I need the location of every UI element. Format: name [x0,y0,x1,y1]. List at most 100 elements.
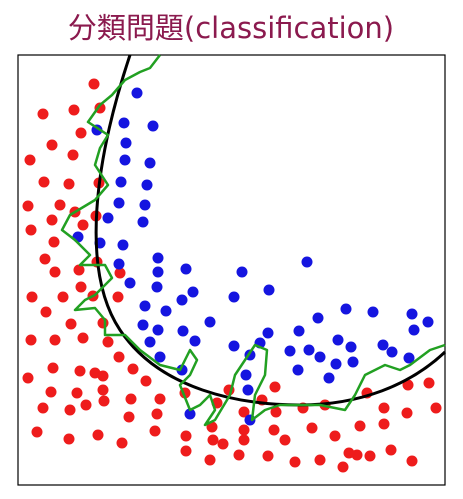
point [49,334,61,346]
point [65,318,77,330]
point [176,364,188,376]
point [386,346,398,358]
point [160,305,172,317]
point [49,266,61,278]
point [323,372,335,384]
point [141,179,153,191]
point [238,424,250,436]
point [180,430,192,442]
point [408,324,420,336]
point [330,358,342,370]
point [378,418,390,430]
point [68,104,80,116]
point [102,336,114,348]
point [378,402,390,414]
point [292,364,304,376]
point [228,340,240,352]
point [116,437,128,449]
point [113,197,125,209]
point [303,344,315,356]
point [233,449,245,461]
point [240,369,252,381]
point [64,404,76,416]
point [151,281,163,293]
point [45,386,57,398]
point [88,78,100,90]
point [22,372,34,384]
point [306,422,318,434]
point [39,253,51,265]
point [377,339,389,351]
point [238,406,250,418]
point [74,365,86,377]
title: 分類問題(classification) [68,11,394,45]
point [139,300,151,312]
point [149,425,161,437]
plot-frame [17,54,446,486]
point [406,455,418,467]
point [180,263,192,275]
point [131,87,143,99]
smooth-boundary [94,54,447,407]
point [114,267,126,279]
point [402,379,414,391]
point [293,325,305,337]
point [40,306,52,318]
point [152,252,164,264]
point [340,303,352,315]
point [46,214,58,226]
point [314,454,326,466]
point [354,420,366,432]
point [24,154,36,166]
point [137,319,149,331]
point [127,363,139,375]
point [31,426,43,438]
point [403,352,415,364]
point [80,399,92,411]
point [329,430,341,442]
point [242,384,254,396]
point [279,434,291,446]
point [120,137,132,149]
point [187,286,199,298]
point [92,429,104,441]
point [204,454,216,466]
point [117,239,129,251]
point [184,408,196,420]
point [263,284,275,296]
point [332,334,344,346]
point [152,324,164,336]
point [343,447,355,459]
point [385,444,397,456]
overfit-boundary [60,54,446,427]
point [102,212,114,224]
point [125,393,137,405]
point [364,450,376,462]
point [25,224,37,236]
point [269,381,281,393]
point [180,445,192,457]
point [144,336,156,348]
point [207,434,219,446]
point [89,367,101,379]
point [423,377,435,389]
point [57,291,69,303]
point [63,178,75,190]
point [270,406,282,418]
point [26,291,38,303]
point [238,434,250,446]
point [54,199,66,211]
point [63,433,75,445]
point [119,154,131,166]
point [236,266,248,278]
point [422,316,434,328]
point [73,264,85,276]
point [113,258,125,270]
point [228,291,240,303]
point [113,351,125,363]
point [152,266,164,278]
point [37,108,49,120]
point [151,408,163,420]
point [75,127,87,139]
